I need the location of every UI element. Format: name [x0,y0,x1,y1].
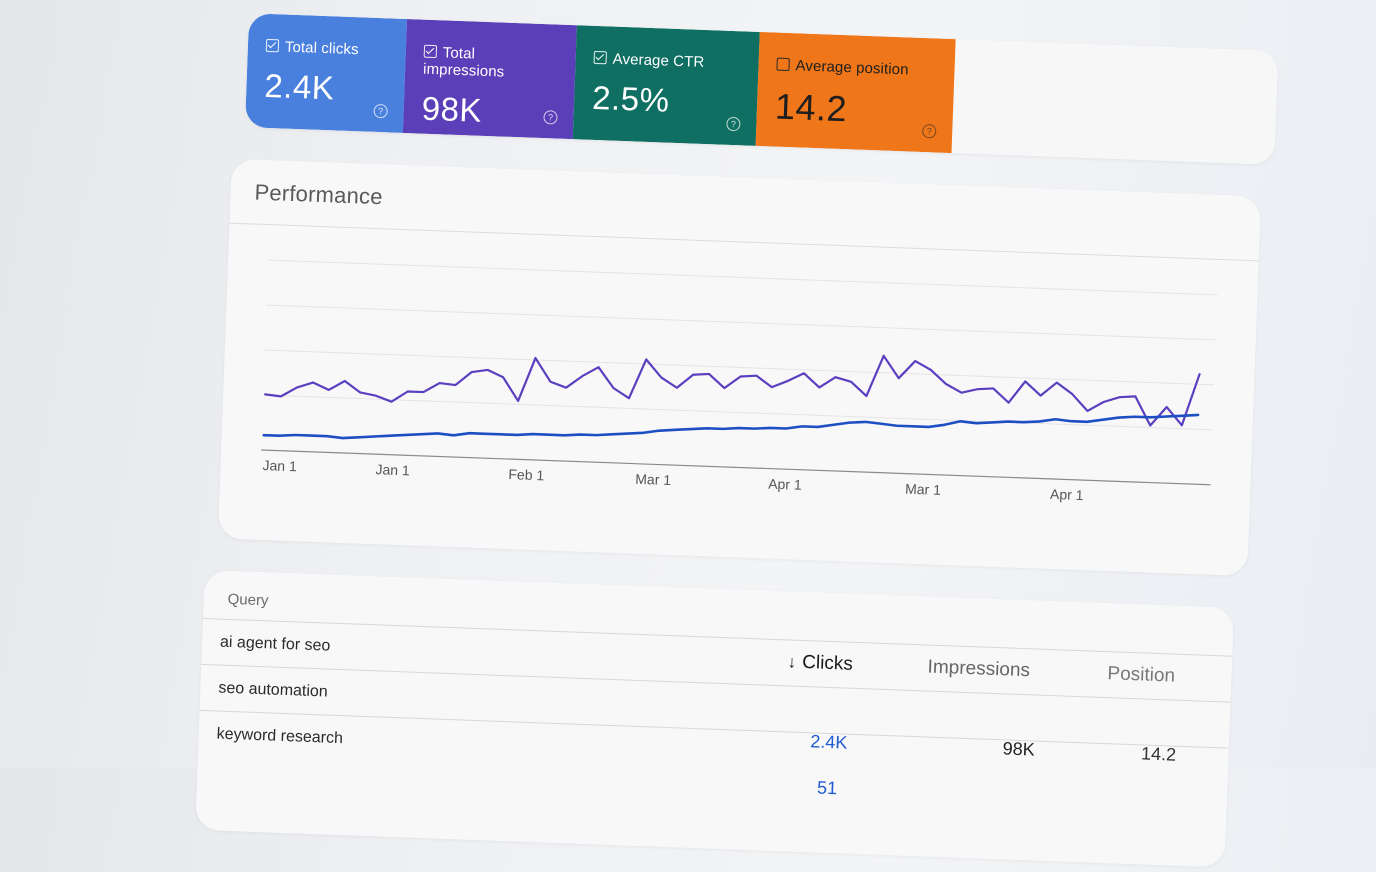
metric-label: Average position [795,57,909,79]
metric-card-average-position[interactable]: Average position 14.2 ? [755,31,956,154]
series-line-2 [262,413,1200,440]
metric-value: 14.2 [774,85,848,130]
checkbox-average-position[interactable] [776,57,790,72]
metric-value: 2.5% [591,78,671,119]
x-tick-label: Mar 1 [635,471,672,488]
help-icon[interactable]: ? [726,116,741,132]
x-tick-label: Apr 1 [768,476,802,493]
help-icon[interactable]: ? [922,123,937,139]
performance-panel: Performance Jan 1 Jan 1 Feb 1 Mar 1 Apr 1 Mar… [217,158,1262,577]
help-icon[interactable]: ? [373,103,388,119]
metric-card-total-clicks[interactable]: Total clicks 2.4K ? [244,13,408,133]
query-column-header[interactable]: Query [227,590,269,610]
search-console-view: Total clicks 2.4K ? Total impressions 98… [0,0,1376,793]
checkbox-total-clicks[interactable] [265,38,280,53]
metric-value: 2.4K [263,66,336,107]
gridline [264,349,1215,386]
gridline [268,259,1218,296]
x-tick-label: Mar 1 [905,481,942,498]
x-axis-line [261,449,1211,486]
x-tick-label: Jan 1 [375,461,410,478]
x-tick-label: Apr 1 [1050,486,1084,503]
x-tick-label: Feb 1 [508,466,545,483]
metric-label: Total clicks [284,38,359,59]
metric-cards: Total clicks 2.4K ? Total impressions 98… [244,13,1279,165]
metric-label: Average CTR [612,50,705,71]
query-cell: seo automation [218,679,329,701]
x-tick-label: Jan 1 [262,457,297,474]
series-line-1 [264,354,1201,427]
checkbox-average-ctr[interactable] [593,50,607,65]
clicks-cell: 51 [816,777,838,799]
queries-table: Query ↓ Clicks Impressions Position ai ag… [195,569,1235,868]
checkbox-total-impressions[interactable] [423,44,438,59]
query-cell: keyword research [216,725,344,748]
metric-value: 98K [421,89,483,129]
metric-card-total-impressions[interactable]: Total impressions 98K ? [402,19,577,140]
performance-chart: Jan 1 Jan 1 Feb 1 Mar 1 Apr 1 Mar 1 Apr 1 [261,259,1218,503]
gridline [263,394,1213,431]
query-cell: ai agent for seo [219,633,331,655]
help-icon[interactable]: ? [543,110,558,125]
gridline [266,304,1216,341]
metric-card-average-ctr[interactable]: Average CTR 2.5% ? [572,25,760,146]
